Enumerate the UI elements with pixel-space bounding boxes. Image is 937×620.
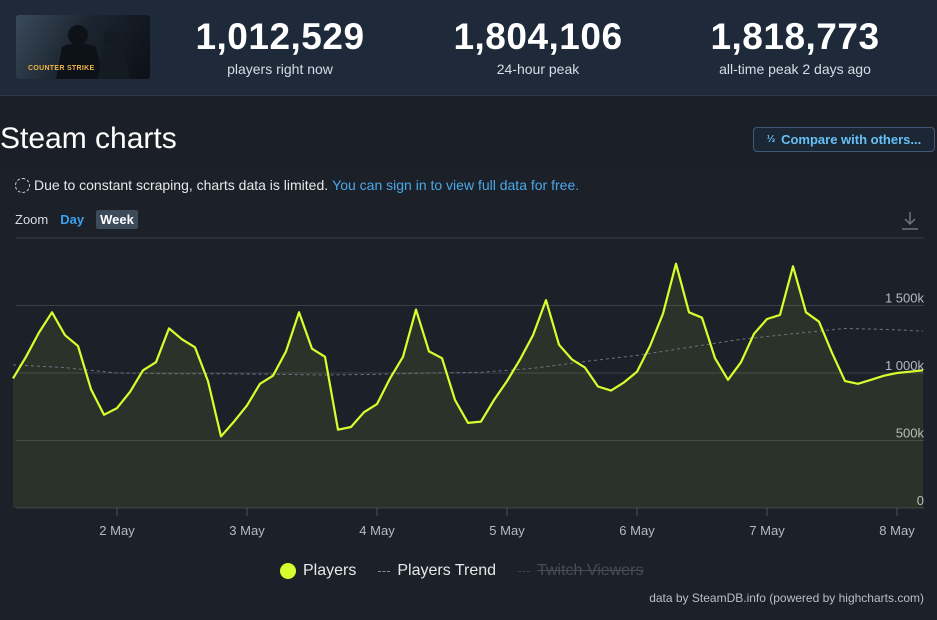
players-line (12, 262, 924, 438)
zoom-week-button[interactable]: Week (96, 210, 138, 229)
sign-in-link[interactable]: You can sign in to view full data for fr… (332, 177, 580, 193)
players-dot-icon (280, 563, 296, 579)
y-tick-label: 500k (896, 426, 925, 441)
legend-label: Players Trend (397, 562, 497, 579)
chart-panel (0, 169, 937, 620)
download-icon[interactable] (900, 210, 920, 232)
y-tick-label: 0 (917, 493, 924, 508)
zoom-day-button[interactable]: Day (60, 212, 85, 227)
players-trend-line (12, 327, 924, 376)
legend-label: Players (303, 562, 357, 579)
x-tick-label: 4 May (359, 523, 395, 538)
x-tick-label: 5 May (489, 523, 525, 538)
stat-label: players right now (227, 61, 333, 77)
x-tick-label: 8 May (879, 523, 915, 538)
y-tick-label: 1 500k (885, 291, 925, 306)
soldier-silhouette-icon (56, 25, 130, 79)
zoom-label: Zoom (15, 212, 49, 227)
stat-value: 1,818,773 (710, 16, 880, 57)
y-tick-label: 1 000k (885, 358, 925, 373)
stat-label: 24-hour peak (496, 61, 580, 77)
legend-twitch-viewers[interactable]: Twitch Viewers (518, 562, 643, 580)
trend-dash-icon (378, 570, 391, 572)
loading-icon (15, 177, 30, 193)
stat-24h-peak: 1,804,106 24-hour peak (418, 16, 658, 77)
stat-label: all-time peak 2 days ago (719, 61, 871, 77)
stat-current-players: 1,012,529 players right now (160, 16, 400, 77)
stats-header: COUNTER STRIKE 1,012,529 players right n… (0, 0, 937, 96)
legend-players-trend[interactable]: Players Trend (378, 562, 496, 580)
legend-label: Twitch Viewers (537, 562, 644, 579)
twitch-dash-icon (518, 570, 531, 572)
stat-value: 1,012,529 (195, 16, 365, 57)
stat-value: 1,804,106 (453, 16, 623, 57)
players-area (13, 263, 923, 508)
compare-button[interactable]: ⅓ Compare with others... (753, 127, 935, 152)
data-limit-notice: Due to constant scraping, charts data is… (15, 177, 579, 193)
notice-text: Due to constant scraping, charts data is… (34, 177, 329, 193)
logo-text: COUNTER STRIKE (28, 65, 95, 72)
players-chart[interactable]: 0 500k 1 000k 1 500k 2 May 3 May 4 May 5 May 6 M… (0, 236, 937, 554)
legend-players[interactable]: Players (280, 562, 356, 580)
stat-all-time-peak: 1,818,773 all-time peak 2 days ago (675, 16, 915, 77)
x-tick-label: 2 May (99, 523, 135, 538)
page-title: Steam charts (0, 122, 177, 155)
x-tick-label: 7 May (749, 523, 785, 538)
compare-icon: ⅓ (766, 134, 776, 145)
chart-credits: data by SteamDB.info (powered by highcha… (649, 591, 924, 605)
compare-label: Compare with others... (781, 132, 922, 147)
zoom-controls: Zoom Day Week (15, 210, 138, 229)
x-tick-label: 6 May (619, 523, 655, 538)
x-tick-label: 3 May (229, 523, 265, 538)
chart-legend: Players Players Trend Twitch Viewers (280, 562, 643, 580)
game-logo[interactable]: COUNTER STRIKE (16, 15, 150, 79)
